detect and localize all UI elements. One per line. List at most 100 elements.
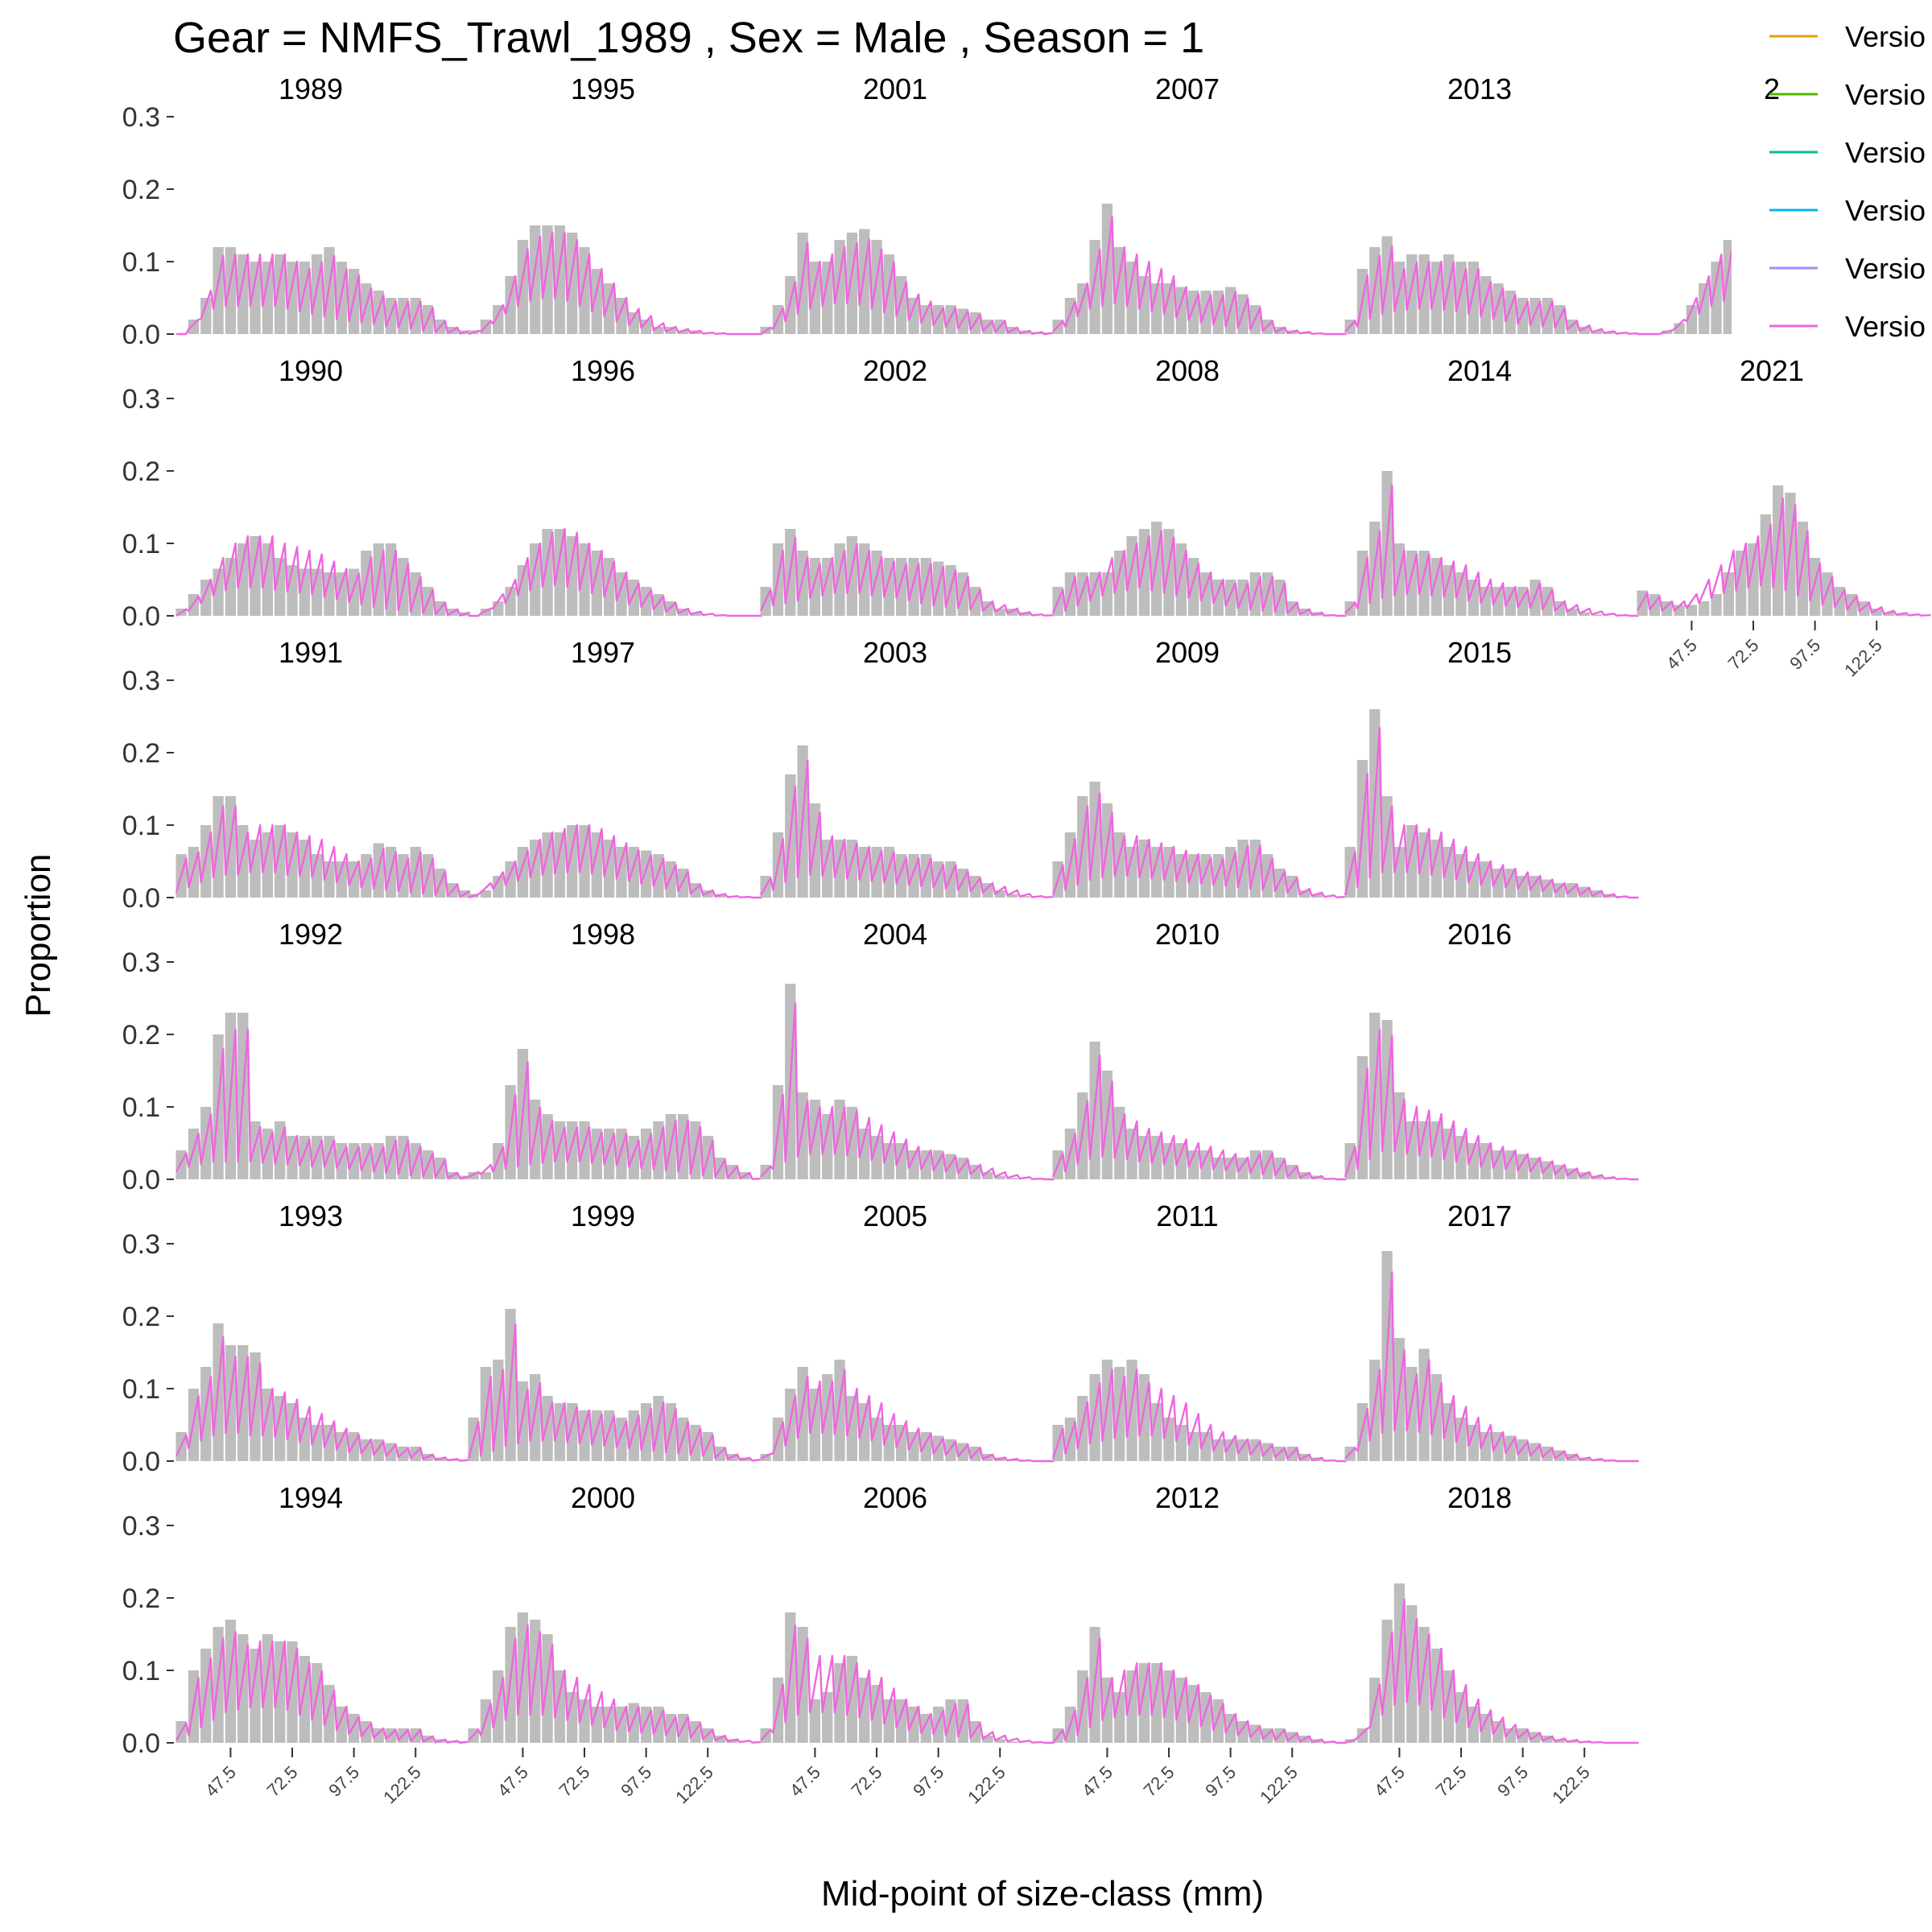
pred-line [1051,792,1347,898]
obs-bar [896,1425,907,1461]
obs-bar [493,876,504,898]
obs-bar [896,1143,907,1179]
panel-year-label: 2014 [1447,354,1512,387]
obs-bar [760,1454,771,1461]
obs-bar [1101,1678,1113,1743]
obs-bar [1418,832,1430,898]
obs-bar [1480,1714,1492,1743]
panel-1997: 1997 [468,636,762,899]
obs-bar [908,1707,919,1743]
obs-bar [1163,1143,1174,1179]
obs-bar [567,536,578,616]
panel-body [468,1049,762,1180]
x-tick-label: 97.5 [324,1762,363,1801]
obs-bar [1311,894,1323,898]
obs-bar [1591,1175,1603,1179]
panel-2008: 2008 [1051,354,1347,617]
y-axis-title: Proportion [19,853,58,1017]
obs-bar [908,1432,919,1461]
obs-bar [262,262,274,334]
obs-bar [1188,854,1199,898]
obs-bar [920,1150,931,1179]
obs-bar [1006,1178,1018,1179]
obs-bar [567,1692,578,1743]
obs-bar [1748,240,1758,334]
y-tick-label: 0.1 [122,247,160,278]
obs-bar [262,543,274,616]
obs-bar [859,1403,870,1461]
obs-bar [982,1172,993,1179]
panel-2014: 2014 [1344,354,1639,617]
panel-1994: 1994 0.0 0.1 0.2 0.3 47.5 72.5 97.5 122.5 [122,1481,471,1807]
panel-1991: 1991 0.0 0.1 0.2 0.3 [122,636,471,914]
obs-bar [480,890,492,898]
obs-bar [809,262,821,334]
pred-line [175,1028,470,1180]
obs-bar [250,262,261,334]
obs-bar [1175,854,1187,898]
obs-bar [1554,1739,1566,1743]
panel-year-label: 1998 [571,918,635,951]
obs-bar [1579,612,1590,616]
obs-bar [1188,1432,1199,1461]
panel-body [468,824,762,899]
obs-bar [299,840,310,898]
obs-bar [1686,305,1698,334]
panel-body [760,1612,1055,1744]
obs-bar [1723,240,1732,334]
obs-bar [1200,1150,1212,1179]
obs-bar [480,609,492,616]
obs-bar [1006,1741,1018,1743]
panel-year-label: 2001 [863,72,927,105]
obs-bar [616,847,627,898]
obs-bar [225,558,237,616]
obs-bar [250,840,261,898]
pred-line [1052,1637,1347,1744]
pred-line [1344,484,1639,617]
obs-bar [1480,1432,1492,1461]
obs-bar [1114,1692,1125,1743]
panel-body [467,1309,762,1462]
panel-body [759,529,1055,617]
panels-layer: 1989 0.0 0.1 0.2 0.3 1990 0.0 0.1 0.2 0.3 1991 0.0 0… [122,72,1931,1807]
obs-bar [994,890,1005,898]
obs-bar [1151,1663,1162,1743]
panel-body [1051,522,1347,617]
obs-bar [579,825,590,898]
pred-line [1344,727,1639,899]
obs-bar [312,1425,323,1461]
obs-bar [604,283,615,334]
pred-line [759,536,1055,617]
obs-bar [237,543,249,616]
obs-bar [883,1143,894,1179]
y-tick-label: 0.0 [122,1728,160,1759]
y-tick-label: 0.3 [122,947,160,978]
pred-line [760,1002,1055,1181]
obs-bar [982,1736,993,1743]
y-tick-label: 0.2 [122,175,160,205]
y-tick-label: 0.3 [122,1511,160,1542]
panel-year-label: 2004 [863,918,927,951]
panel-body [1051,1360,1347,1463]
panel-year-label: 2 [1764,72,1780,105]
obs-bar [1492,1721,1504,1743]
obs-bar [809,1699,821,1743]
panel-year-label: 2006 [863,1481,927,1514]
obs-bar [883,1699,894,1743]
obs-bar [1430,1649,1443,1743]
pred-line [760,1624,1055,1744]
obs-bar [883,1425,894,1461]
obs-bar [275,254,286,334]
obs-bar [1662,601,1673,616]
panel-2011: 2011 [1051,1199,1347,1463]
obs-bar [1163,1418,1174,1461]
obs-bar [1126,1670,1137,1743]
obs-bar [1006,894,1018,898]
obs-bar [1567,609,1578,616]
x-tick-label: 122.5 [1256,1762,1302,1808]
obs-bar [1224,1158,1236,1179]
pred-line [1051,1368,1347,1463]
panel-2013: 2013 [1344,72,1639,335]
panel-year-label: 2018 [1447,1481,1512,1514]
